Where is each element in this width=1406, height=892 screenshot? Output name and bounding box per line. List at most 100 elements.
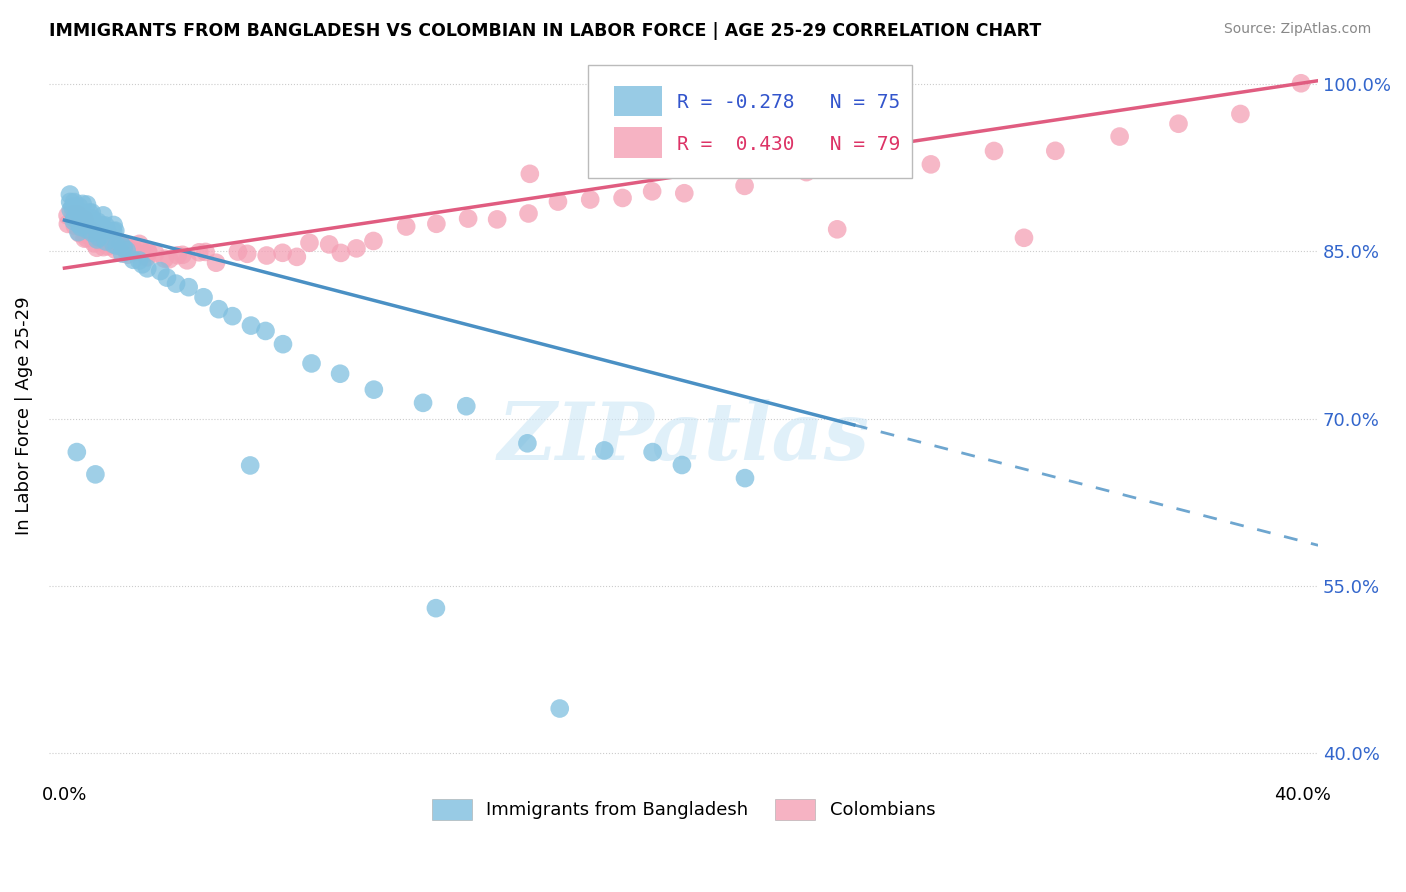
- Point: [1167, 117, 1189, 131]
- Point: [124, 244, 146, 259]
- Point: [122, 252, 145, 267]
- Point: [91, 208, 114, 222]
- Point: [115, 240, 138, 254]
- Point: [226, 244, 249, 259]
- Point: [825, 222, 848, 236]
- Point: [135, 250, 157, 264]
- Point: [166, 248, 188, 262]
- Point: [128, 236, 150, 251]
- Bar: [614, 86, 662, 117]
- Point: [104, 243, 127, 257]
- Point: [188, 245, 211, 260]
- Point: [547, 194, 569, 209]
- Point: [346, 241, 368, 255]
- Point: [1108, 129, 1130, 144]
- Point: [83, 236, 105, 251]
- Point: [77, 217, 100, 231]
- Point: [673, 186, 696, 201]
- Point: [920, 157, 942, 171]
- Point: [177, 280, 200, 294]
- Point: [110, 236, 132, 251]
- Point: [66, 445, 89, 459]
- Point: [63, 219, 86, 233]
- Point: [193, 290, 215, 304]
- Point: [62, 214, 84, 228]
- Point: [734, 471, 756, 485]
- Point: [86, 224, 108, 238]
- Point: [80, 211, 103, 226]
- Point: [157, 252, 180, 267]
- Point: [72, 197, 94, 211]
- Text: R =  0.430   N = 79: R = 0.430 N = 79: [678, 135, 900, 153]
- Point: [236, 247, 259, 261]
- Point: [56, 209, 79, 223]
- Point: [239, 318, 262, 333]
- Point: [63, 195, 86, 210]
- Point: [84, 217, 107, 231]
- Point: [90, 218, 112, 232]
- Point: [983, 144, 1005, 158]
- Bar: [614, 128, 662, 158]
- Point: [69, 227, 91, 241]
- Point: [1229, 107, 1251, 121]
- Text: Source: ZipAtlas.com: Source: ZipAtlas.com: [1223, 22, 1371, 37]
- Point: [114, 239, 136, 253]
- Point: [271, 337, 294, 351]
- Point: [66, 207, 89, 221]
- Point: [89, 234, 111, 248]
- Point: [59, 202, 82, 217]
- Point: [84, 231, 107, 245]
- Point: [671, 458, 693, 472]
- Point: [363, 383, 385, 397]
- Point: [105, 238, 128, 252]
- Point: [672, 124, 695, 138]
- Point: [62, 207, 84, 221]
- Point: [194, 244, 217, 259]
- Point: [79, 205, 101, 219]
- Point: [83, 226, 105, 240]
- Point: [176, 253, 198, 268]
- Point: [156, 270, 179, 285]
- Point: [796, 165, 818, 179]
- Point: [136, 245, 159, 260]
- Text: R = -0.278   N = 75: R = -0.278 N = 75: [678, 93, 900, 112]
- Point: [96, 223, 118, 237]
- Point: [82, 226, 104, 240]
- Point: [318, 237, 340, 252]
- Point: [76, 231, 98, 245]
- Point: [115, 244, 138, 258]
- Point: [108, 235, 131, 250]
- Point: [457, 211, 479, 226]
- Point: [254, 324, 277, 338]
- Point: [136, 261, 159, 276]
- Point: [86, 241, 108, 255]
- Point: [641, 445, 664, 459]
- Point: [73, 212, 96, 227]
- Point: [456, 399, 478, 413]
- Point: [128, 253, 150, 268]
- Point: [548, 701, 571, 715]
- Point: [93, 240, 115, 254]
- Point: [104, 224, 127, 238]
- Point: [122, 242, 145, 256]
- Point: [70, 220, 93, 235]
- Point: [329, 367, 352, 381]
- Point: [101, 224, 124, 238]
- Point: [87, 230, 110, 244]
- Point: [301, 356, 323, 370]
- Point: [67, 200, 90, 214]
- Point: [80, 205, 103, 219]
- Point: [63, 211, 86, 226]
- Point: [73, 232, 96, 246]
- Point: [395, 219, 418, 234]
- Point: [62, 200, 84, 214]
- Point: [103, 237, 125, 252]
- Point: [76, 228, 98, 243]
- Point: [136, 245, 159, 260]
- Point: [131, 244, 153, 258]
- Point: [143, 246, 166, 260]
- Text: IMMIGRANTS FROM BANGLADESH VS COLOMBIAN IN LABOR FORCE | AGE 25-29 CORRELATION C: IMMIGRANTS FROM BANGLADESH VS COLOMBIAN …: [49, 22, 1042, 40]
- Point: [579, 193, 602, 207]
- Point: [612, 191, 634, 205]
- Point: [425, 217, 447, 231]
